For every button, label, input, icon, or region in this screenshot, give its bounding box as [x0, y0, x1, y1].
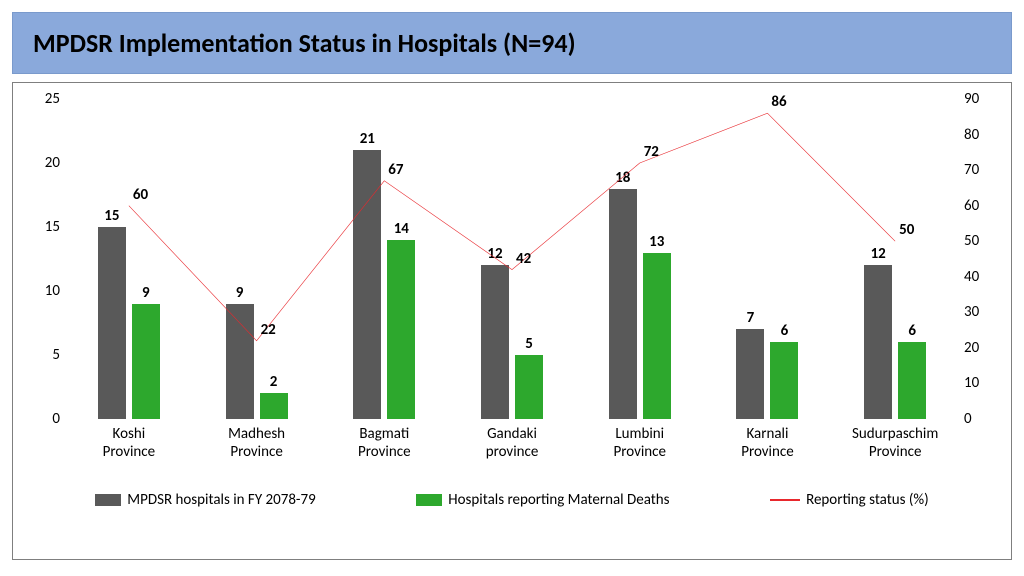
bar-label: 5 — [525, 335, 533, 353]
bar-label: 18 — [615, 169, 630, 187]
y-left-tick: 25 — [35, 90, 60, 108]
bar-mpdsr: 21 — [353, 150, 381, 419]
y-right-tick: 40 — [964, 268, 989, 286]
category-group: 92 — [193, 99, 321, 419]
bar-mpdsr: 9 — [226, 304, 254, 419]
x-label: KarnaliProvince — [704, 425, 832, 461]
legend-label-bar2: Hospitals reporting Maternal Deaths — [448, 491, 669, 509]
bar-mpdsr: 7 — [736, 329, 764, 419]
legend-swatch-bar1 — [95, 494, 121, 506]
y-left-tick: 15 — [35, 218, 60, 236]
line-value-label: 86 — [771, 93, 786, 111]
y-left-tick: 10 — [35, 282, 60, 300]
bar-label: 12 — [487, 245, 502, 263]
y-right-tick: 10 — [964, 374, 989, 392]
bar-mpdsr: 12 — [481, 265, 509, 419]
bar-label: 21 — [360, 130, 375, 148]
bar-label: 2 — [270, 373, 278, 391]
legend-item-bar1: MPDSR hospitals in FY 2078-79 — [95, 491, 315, 509]
y-left-tick: 0 — [35, 410, 60, 428]
x-label: KoshiProvince — [65, 425, 193, 461]
y-right-tick: 20 — [964, 339, 989, 357]
bar-label: 6 — [781, 322, 789, 340]
y-right-tick: 50 — [964, 232, 989, 250]
x-label: BagmatiProvince — [320, 425, 448, 461]
bar-label: 13 — [649, 233, 664, 251]
bar-reporting: 6 — [770, 342, 798, 419]
chart-container: 0510152025 0102030405060708090 159922114… — [12, 82, 1012, 560]
category-group: 76 — [704, 99, 832, 419]
bar-reporting: 9 — [132, 304, 160, 419]
bar-reporting: 14 — [387, 240, 415, 419]
page-title: MPDSR Implementation Status in Hospitals… — [33, 27, 991, 59]
bar-mpdsr: 15 — [98, 227, 126, 419]
x-label: Gandakiprovince — [448, 425, 576, 461]
category-group: 126 — [831, 99, 959, 419]
legend-label-bar1: MPDSR hospitals in FY 2078-79 — [127, 491, 315, 509]
bar-label: 14 — [394, 220, 409, 238]
legend-swatch-line — [770, 499, 800, 501]
y-left-tick: 5 — [35, 346, 60, 364]
legend-item-bar2: Hospitals reporting Maternal Deaths — [416, 491, 669, 509]
bar-label: 9 — [236, 284, 244, 302]
y-right-tick: 60 — [964, 197, 989, 215]
bar-label: 7 — [747, 309, 755, 327]
y-right-tick: 30 — [964, 303, 989, 321]
y-right-tick: 80 — [964, 126, 989, 144]
line-value-label: 60 — [133, 186, 148, 204]
x-label: MadheshProvince — [193, 425, 321, 461]
category-group: 159 — [65, 99, 193, 419]
bar-label: 9 — [142, 284, 150, 302]
y-right-tick: 0 — [964, 410, 989, 428]
line-value-label: 22 — [261, 321, 276, 339]
x-axis-labels: KoshiProvinceMadheshProvinceBagmatiProvi… — [65, 425, 959, 461]
bar-label: 6 — [908, 322, 916, 340]
plot-area: 0510152025 0102030405060708090 159922114… — [65, 99, 959, 419]
category-group: 1813 — [576, 99, 704, 419]
y-right-tick: 90 — [964, 90, 989, 108]
line-value-label: 42 — [516, 250, 531, 268]
title-bar: MPDSR Implementation Status in Hospitals… — [12, 12, 1012, 74]
bar-reporting: 5 — [515, 355, 543, 419]
line-value-label: 67 — [388, 161, 403, 179]
legend-swatch-bar2 — [416, 494, 442, 506]
legend-item-line: Reporting status (%) — [770, 491, 929, 509]
y-right-tick: 70 — [964, 161, 989, 179]
bar-mpdsr: 12 — [864, 265, 892, 419]
legend-label-line: Reporting status (%) — [806, 491, 929, 509]
x-label: SudurpaschimProvince — [831, 425, 959, 461]
x-label: LumbiniProvince — [576, 425, 704, 461]
bar-label: 12 — [871, 245, 886, 263]
legend: MPDSR hospitals in FY 2078-79 Hospitals … — [25, 491, 999, 509]
bar-label: 15 — [104, 207, 119, 225]
category-group: 125 — [448, 99, 576, 419]
y-left-tick: 20 — [35, 154, 60, 172]
bar-mpdsr: 18 — [609, 189, 637, 419]
bar-reporting: 6 — [898, 342, 926, 419]
category-group: 2114 — [320, 99, 448, 419]
bar-reporting: 13 — [643, 253, 671, 419]
bar-reporting: 2 — [260, 393, 288, 419]
line-value-label: 72 — [644, 143, 659, 161]
line-value-label: 50 — [899, 221, 914, 239]
